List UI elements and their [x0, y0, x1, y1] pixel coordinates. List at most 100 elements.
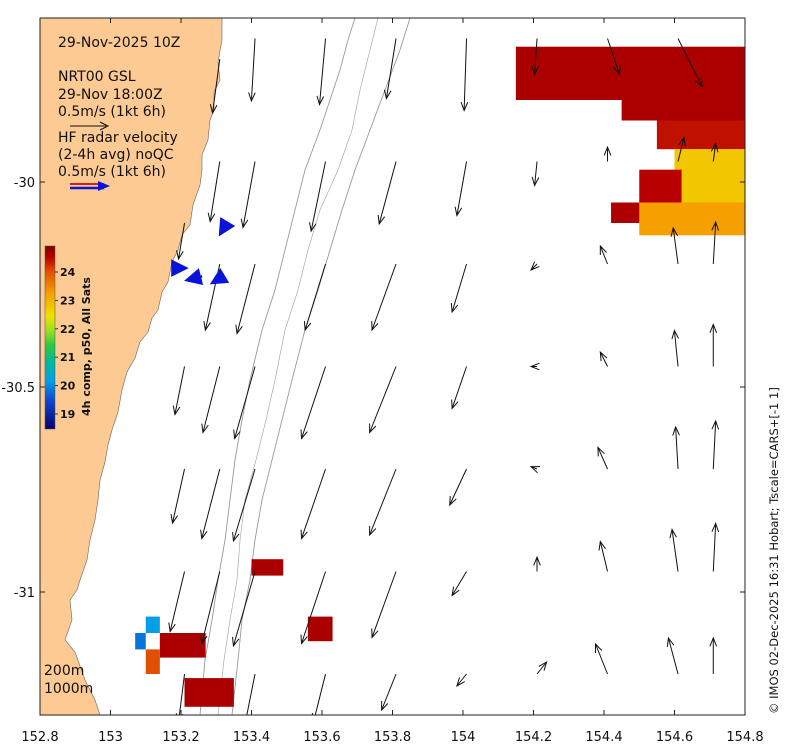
radar-scale-label: 0.5m/s (1kt 6h) [58, 164, 166, 180]
current-arrow [671, 329, 680, 367]
current-arrow [246, 673, 256, 715]
x-tick-label: 153 [98, 730, 123, 745]
current-arrow [670, 226, 679, 265]
current-arrow [529, 362, 540, 371]
current-arrow [711, 220, 720, 265]
sst-patch [674, 149, 745, 203]
current-arrow [711, 522, 720, 572]
x-tick-label: 153.8 [374, 730, 411, 745]
current-arrow [711, 419, 720, 470]
y-tick-label: -30 [14, 176, 35, 191]
current-arrow [454, 161, 468, 217]
x-tick-label: 154.2 [515, 730, 552, 745]
current-arrow [597, 446, 608, 470]
x-tick-label: 153.6 [303, 730, 340, 745]
sst-patch [656, 120, 745, 150]
depth-legend-200m: 200m [44, 663, 84, 679]
radar-vector [218, 216, 236, 237]
y-tick-label: -30.5 [1, 381, 35, 396]
sst-patch [135, 633, 146, 650]
current-arrow [235, 263, 256, 335]
radar-vector [209, 267, 230, 285]
current-arrow [232, 468, 256, 543]
current-arrow [369, 366, 397, 434]
current-arrow [677, 38, 703, 88]
current-arrow [666, 636, 679, 675]
current-arrow [201, 366, 221, 434]
x-tick-label: 153.2 [162, 730, 199, 745]
current-arrow [176, 222, 186, 261]
current-arrow [300, 366, 326, 440]
current-arrow [170, 468, 186, 525]
depth-legend-1000m: 1000m [44, 681, 93, 697]
current-arrow [598, 540, 609, 572]
current-arrow [377, 161, 397, 226]
current-arrow [456, 673, 467, 688]
current-arrow [709, 636, 718, 674]
current-arrow [599, 244, 608, 265]
current-arrow [232, 571, 256, 648]
current-arrows [168, 38, 720, 715]
current-arrow [371, 571, 397, 639]
model-scale-arrow [70, 121, 110, 131]
sst-patch [639, 202, 745, 236]
current-arrow [536, 660, 548, 675]
sst-patch [159, 633, 206, 658]
current-arrow [168, 571, 186, 633]
colorbar-tick-label: 21 [60, 351, 75, 364]
sst-patch [145, 616, 160, 633]
current-arrow [172, 366, 186, 416]
current-arrow [248, 38, 256, 103]
radar-scale-arrow [70, 181, 110, 191]
current-arrow [603, 145, 612, 162]
current-arrow [233, 366, 256, 440]
current-arrow [240, 161, 256, 229]
x-tick-label: 154.4 [585, 730, 622, 745]
radar-title-label: HF radar velocity [58, 130, 178, 146]
current-arrow [531, 161, 540, 187]
current-arrow [710, 142, 719, 162]
contour-extra [217, 18, 379, 715]
x-axis: 152.8 153 153.2 153.4 153.6 153.8 154 154.2 154.… [21, 18, 764, 745]
current-arrow [460, 38, 469, 112]
current-arrow [595, 642, 608, 675]
sst-patch [639, 169, 682, 203]
current-arrow [383, 38, 397, 100]
sst-patch [145, 649, 160, 674]
current-arrow [207, 161, 221, 223]
date-time-label: 29-Nov-2025 10Z [58, 35, 180, 51]
colorbar-tick-label: 22 [60, 323, 75, 336]
sst-layer [135, 46, 745, 707]
current-arrow [672, 425, 680, 470]
x-tick-label: 154.8 [726, 730, 763, 745]
current-arrow [309, 161, 327, 233]
current-arrow [209, 58, 221, 115]
colorbar-label: 4h comp, p50, All Sats [80, 277, 93, 416]
model-name-label: NRT00 GSL [58, 69, 136, 85]
current-arrow [709, 323, 718, 367]
radar-avg-label: (2-4h avg) noQC [58, 147, 174, 163]
current-arrow [677, 136, 686, 162]
credit-label: © IMOS 02-Dec-2025 16:31 Hobart; Tscale=… [767, 387, 781, 714]
current-arrow [529, 466, 541, 474]
current-arrow [607, 38, 621, 76]
current-arrow [311, 673, 327, 715]
model-scale-label: 0.5m/s (1kt 6h) [58, 104, 166, 120]
current-arrow [531, 38, 539, 76]
current-arrow [369, 468, 397, 537]
current-arrow [381, 673, 397, 712]
current-arrow [300, 468, 326, 540]
current-arrow [371, 263, 397, 332]
contour-1000m [231, 18, 411, 715]
colorbar-tick-label: 24 [60, 266, 76, 279]
model-time-label: 29-Nov 18:00Z [58, 87, 163, 103]
colorbar-tick-label: 20 [60, 380, 76, 393]
current-arrow [451, 366, 467, 410]
coastline-land [40, 18, 223, 715]
radar-vector [184, 268, 204, 286]
current-arrow [200, 571, 221, 645]
y-tick-label: -31 [14, 586, 35, 601]
y-axis: -30 -30.5 -31 [1, 176, 745, 601]
current-arrow [303, 263, 327, 332]
